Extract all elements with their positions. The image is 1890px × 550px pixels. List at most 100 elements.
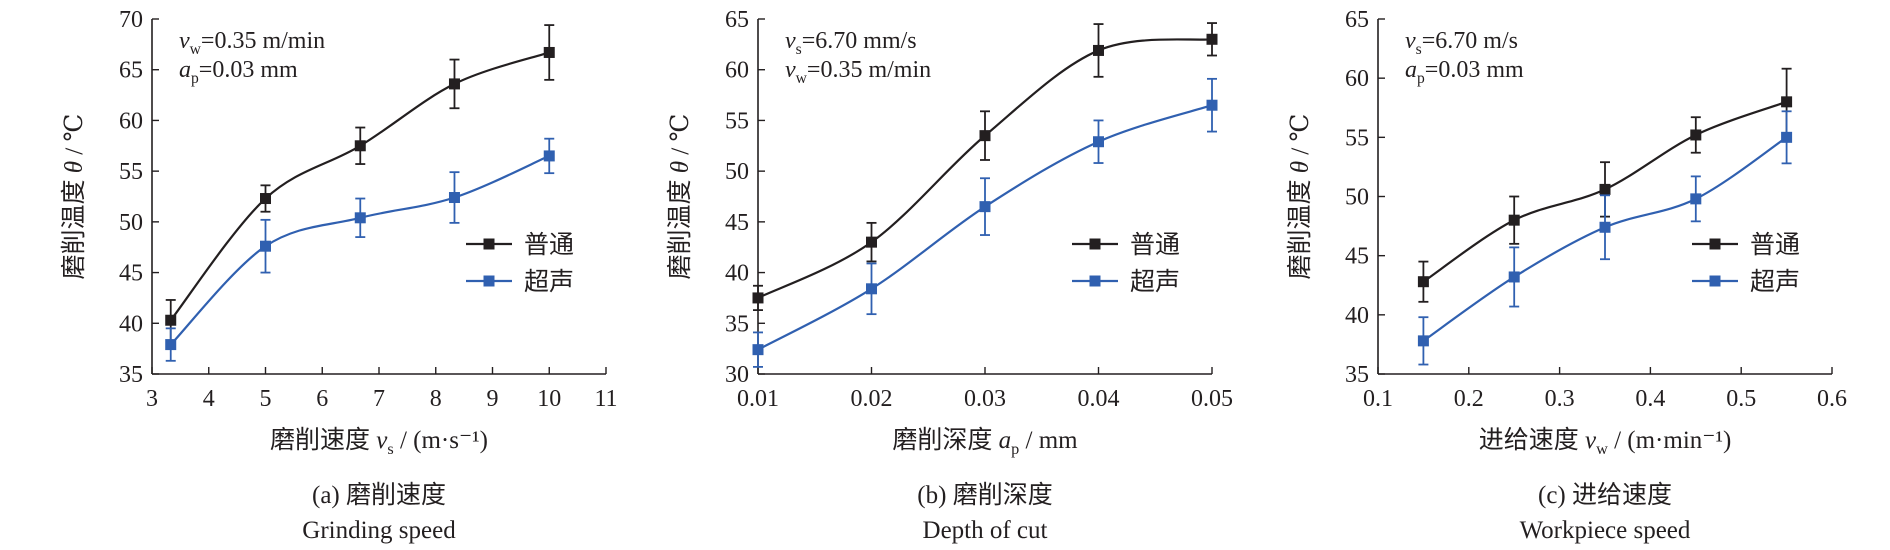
data-point (752, 292, 764, 304)
legend-label: 普通 (524, 231, 574, 259)
data-point (1508, 214, 1520, 226)
legend-swatch-marker (1709, 275, 1721, 287)
y-axis-label: 磨削温度 θ / ℃ (60, 114, 88, 280)
panel-caption-en: Grinding speed (302, 517, 456, 544)
x-tick-label: 7 (373, 386, 385, 412)
data-point (1690, 193, 1702, 205)
legend-label: 普通 (1130, 231, 1180, 259)
data-point (165, 314, 177, 326)
y-tick-label: 50 (119, 210, 143, 236)
y-tick-label: 55 (1345, 125, 1369, 151)
data-point (1206, 99, 1218, 111)
y-tick-label: 55 (725, 108, 749, 134)
x-tick-label: 3 (146, 386, 158, 412)
data-point (1599, 183, 1611, 195)
legend-swatch-marker (483, 238, 495, 250)
x-tick-label: 0.4 (1635, 386, 1665, 412)
y-tick-label: 60 (1345, 66, 1369, 92)
y-tick-label: 65 (119, 58, 143, 84)
y-tick-label: 70 (119, 7, 143, 33)
panel-caption: (b) 磨削深度 (917, 481, 1052, 509)
x-tick-label: 0.05 (1191, 386, 1233, 412)
data-point (260, 193, 271, 205)
data-point (866, 236, 877, 248)
panel-caption-en: Workpiece speed (1520, 517, 1691, 544)
panel-caption: (c) 进给速度 (1538, 481, 1672, 509)
data-point (1417, 335, 1429, 347)
legend-label: 超声 (1750, 268, 1800, 296)
legend-swatch-marker (1089, 238, 1101, 250)
x-axis-label: 进给速度 vw​ / (m·min⁻¹) (1479, 426, 1732, 458)
y-tick-label: 40 (119, 311, 143, 337)
x-tick-label: 6 (316, 386, 328, 412)
condition-label: vs​=6.70 m/s (1405, 28, 1518, 58)
legend-label: 超声 (524, 268, 574, 296)
x-tick-label: 9 (487, 386, 499, 412)
y-tick-label: 60 (725, 58, 749, 84)
y-tick-label: 30 (725, 362, 749, 388)
x-tick-label: 0.2 (1454, 386, 1484, 412)
y-tick-label: 65 (1345, 7, 1369, 33)
y-tick-label: 45 (1345, 244, 1369, 270)
condition-label: vw​=0.35 m/min (785, 57, 931, 87)
chart-panel-2: 30 35 40 45 50 55 60 65 0.01 0.02 0.03 0.04 0.05 磨削深度… (666, 7, 1233, 544)
y-tick-label: 35 (725, 311, 749, 337)
x-tick-label: 0.1 (1363, 386, 1393, 412)
condition-label: ap​=0.03 mm (1405, 57, 1524, 87)
data-point (354, 140, 366, 152)
data-point (979, 130, 991, 142)
x-tick-label: 11 (594, 386, 617, 412)
y-axis-label: 磨削温度 θ / ℃ (1286, 114, 1314, 280)
data-point (979, 201, 991, 213)
data-point (165, 339, 177, 351)
x-axis-label: 磨削速度 vs​ / (m·s⁻¹) (270, 426, 488, 458)
y-tick-label: 45 (725, 210, 749, 236)
x-tick-label: 4 (203, 386, 215, 412)
legend-swatch-marker (1089, 275, 1101, 287)
y-tick-label: 50 (1345, 185, 1369, 211)
data-point (448, 78, 460, 90)
data-point (752, 344, 764, 356)
y-tick-label: 65 (725, 7, 749, 33)
data-point (1417, 276, 1429, 288)
data-point (260, 240, 271, 252)
legend-label: 普通 (1750, 231, 1800, 259)
data-point (543, 46, 555, 58)
condition-label: ap​=0.03 mm (179, 57, 298, 87)
x-tick-label: 0.5 (1726, 386, 1756, 412)
y-tick-label: 35 (1345, 362, 1369, 388)
data-point (1781, 131, 1793, 143)
legend-swatch-marker (483, 275, 495, 287)
data-point (1690, 129, 1702, 141)
x-tick-label: 0.01 (737, 386, 779, 412)
x-tick-label: 8 (430, 386, 442, 412)
legend-label: 超声 (1130, 268, 1180, 296)
panel-caption-en: Depth of cut (923, 517, 1048, 544)
x-tick-label: 10 (537, 386, 561, 412)
data-point (1093, 44, 1104, 56)
y-tick-label: 45 (119, 261, 143, 287)
x-tick-label: 0.3 (1545, 386, 1575, 412)
data-point (1206, 33, 1218, 45)
data-point (1093, 136, 1104, 148)
x-tick-label: 0.04 (1078, 386, 1120, 412)
data-point (1781, 96, 1793, 108)
y-tick-label: 35 (119, 362, 143, 388)
panel-caption: (a) 磨削速度 (312, 481, 446, 509)
data-point (354, 212, 366, 224)
x-tick-label: 0.02 (851, 386, 893, 412)
x-tick-label: 0.6 (1817, 386, 1847, 412)
y-tick-label: 50 (725, 159, 749, 185)
series-line-ultrasonic (169, 154, 550, 346)
legend-swatch-marker (1709, 238, 1721, 250)
data-point (543, 150, 555, 162)
chart-panel-3: 35 40 45 50 55 60 65 0.1 0.2 0.3 0.4 0.5 0.6 进给速度 vw​… (1286, 7, 1847, 544)
y-tick-label: 40 (1345, 303, 1369, 329)
condition-label: vw​=0.35 m/min (179, 28, 325, 58)
data-point (866, 283, 877, 295)
y-tick-label: 40 (725, 261, 749, 287)
y-axis-label: 磨削温度 θ / ℃ (666, 114, 694, 280)
x-axis-label: 磨削深度 ap​ / mm (892, 426, 1078, 458)
